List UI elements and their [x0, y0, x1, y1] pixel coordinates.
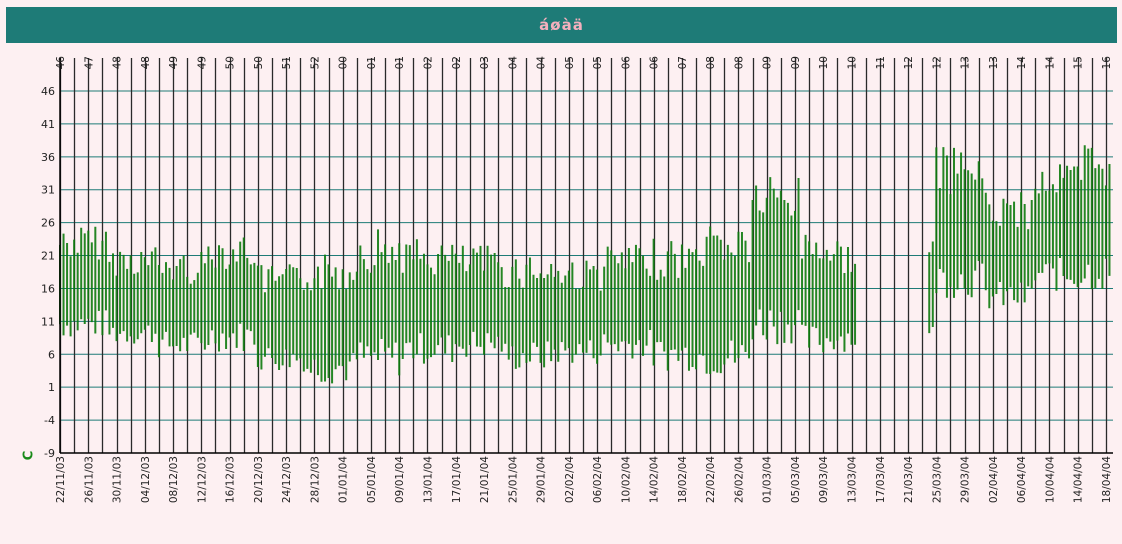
- y-tick-label: 46: [41, 85, 55, 98]
- temperature-series: [59, 145, 1111, 384]
- week-tick-label: 08: [733, 56, 745, 69]
- x-tick-label: 25/03/04: [931, 456, 943, 503]
- week-tick-label: 09: [790, 56, 802, 69]
- x-tick-label: 26/02/04: [733, 456, 745, 503]
- x-tick-label: 13/01/04: [422, 456, 434, 503]
- x-tick-label: 09/01/04: [394, 456, 406, 503]
- week-tick-label: 12: [903, 56, 915, 69]
- week-tick-label: 48: [140, 56, 152, 69]
- week-tick-label: 10: [847, 56, 859, 69]
- x-tick-label: 22/11/03: [55, 456, 67, 503]
- y-tick-label: 31: [41, 184, 55, 197]
- chart-header: áøàä: [6, 7, 1117, 43]
- x-tick-label: 02/04/04: [988, 456, 1000, 503]
- x-tick-label: 10/04/04: [1044, 456, 1056, 503]
- week-tick-label: 06: [620, 56, 632, 70]
- x-tick-label: 26/11/03: [83, 456, 95, 503]
- y-tick-label: 11: [41, 315, 55, 328]
- x-tick-label: 20/12/03: [253, 456, 265, 503]
- x-tick-label: 18/04/04: [1101, 456, 1113, 503]
- week-tick-label: 48: [112, 56, 124, 69]
- y-tick-label: 26: [41, 217, 55, 230]
- x-tick-label: 28/12/03: [309, 456, 321, 503]
- x-tick-label: 12/12/03: [196, 456, 208, 503]
- x-tick-label: 02/02/04: [564, 456, 576, 503]
- week-tick-label: 52: [309, 56, 321, 69]
- x-tick-label: 16/12/03: [225, 456, 237, 503]
- y-axis-unit-label: C: [21, 450, 37, 461]
- x-tick-label: 29/03/04: [960, 456, 972, 503]
- x-tick-label: 21/01/04: [479, 456, 491, 503]
- week-tick-label: 16: [1101, 56, 1113, 70]
- week-tick-label: 49: [196, 56, 208, 69]
- week-tick-label: 49: [168, 56, 180, 69]
- x-tick-label: 05/03/04: [790, 456, 802, 503]
- week-tick-label: 05: [564, 56, 576, 69]
- week-tick-label: 13: [960, 56, 972, 69]
- week-tick-label: 14: [1044, 56, 1056, 70]
- week-tick-label: 12: [931, 56, 943, 69]
- week-tick-label: 00: [338, 56, 350, 69]
- x-tick-label: 01/03/04: [762, 456, 774, 503]
- week-tick-label: 11: [875, 56, 887, 69]
- week-tick-label: 04: [536, 56, 548, 70]
- x-tick-label: 18/02/04: [677, 456, 689, 503]
- x-tick-label: 17/03/04: [875, 456, 887, 503]
- week-tick-label: 14: [1016, 56, 1028, 70]
- week-tick-label: 15: [1073, 56, 1085, 69]
- y-tick-label: 41: [41, 118, 55, 131]
- y-tick-label: 6: [48, 348, 55, 361]
- x-tick-label: 30/11/03: [112, 456, 124, 503]
- x-tick-labels: 22/11/03 26/11/03 30/11/03 04/12/03 08/12/03…: [55, 456, 1113, 503]
- week-tick-label: 01: [366, 56, 378, 69]
- week-tick-labels: 46 47 48 48 49 49 50 50 51 52 00 01 01 02 02 03 04 04 05 05…: [55, 56, 1113, 70]
- week-tick-label: 47: [83, 56, 95, 69]
- axes: [59, 58, 1113, 454]
- x-tick-label: 14/04/04: [1073, 456, 1085, 503]
- x-tick-label: 21/03/04: [903, 456, 915, 503]
- week-tick-label: 51: [281, 56, 293, 69]
- y-tick-label: -9: [44, 447, 55, 460]
- x-tick-label: 05/01/04: [366, 456, 378, 503]
- x-tick-label: 04/12/03: [140, 456, 152, 503]
- week-tick-label: 08: [705, 56, 717, 69]
- week-tick-label: 06: [649, 56, 661, 70]
- x-tick-label: 25/01/04: [507, 456, 519, 503]
- x-tick-label: 08/12/03: [168, 456, 180, 503]
- y-tick-label: 16: [41, 282, 55, 295]
- chart-title: áøàä: [539, 16, 584, 34]
- y-tick-label: 36: [41, 151, 55, 164]
- x-tick-label: 10/02/04: [620, 456, 632, 503]
- x-tick-label: 17/01/04: [451, 456, 463, 503]
- week-tick-label: 02: [422, 56, 434, 69]
- week-tick-label: 50: [225, 56, 237, 69]
- y-tick-label: -4: [44, 414, 55, 427]
- week-tick-label: 02: [451, 56, 463, 69]
- x-tick-label: 09/03/04: [818, 456, 830, 503]
- x-tick-label: 29/01/04: [536, 456, 548, 503]
- x-tick-label: 06/02/04: [592, 456, 604, 503]
- week-tick-label: 13: [988, 56, 1000, 69]
- x-tick-label: 22/02/04: [705, 456, 717, 503]
- week-tick-label: 09: [762, 56, 774, 69]
- y-tick-label: 21: [41, 250, 55, 263]
- week-tick-label: 10: [818, 56, 830, 69]
- week-tick-label: 46: [55, 56, 67, 70]
- week-tick-label: 03: [479, 56, 491, 69]
- y-tick-labels: 46 41 36 31 26 21 16 11 6 1 -4 -9: [41, 85, 55, 460]
- x-tick-label: 14/02/04: [649, 456, 661, 503]
- x-tick-label: 24/12/03: [281, 456, 293, 503]
- week-tick-label: 07: [677, 56, 689, 69]
- y-tick-label: 1: [48, 381, 55, 394]
- week-tick-label: 04: [507, 56, 519, 70]
- x-tick-label: 06/04/04: [1016, 456, 1028, 503]
- x-tick-label: 01/01/04: [338, 456, 350, 503]
- week-tick-label: 05: [592, 56, 604, 69]
- week-tick-label: 01: [394, 56, 406, 69]
- x-tick-label: 13/03/04: [847, 456, 859, 503]
- week-tick-label: 50: [253, 56, 265, 69]
